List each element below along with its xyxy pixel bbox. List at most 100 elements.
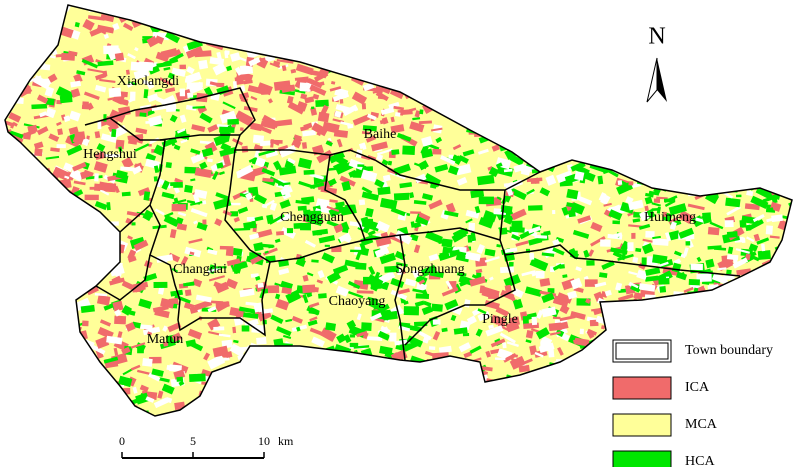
land-patch — [661, 322, 669, 329]
land-patch — [65, 381, 82, 387]
land-patch — [727, 407, 741, 415]
land-patch — [65, 350, 81, 363]
land-patch — [723, 297, 728, 306]
town-label: Songzhuang — [395, 262, 464, 277]
land-patch — [686, 112, 696, 123]
land-patch — [497, 89, 506, 95]
land-patch — [760, 275, 775, 284]
land-patch — [714, 107, 725, 113]
land-patch — [628, 30, 636, 39]
land-patch — [243, 37, 253, 42]
land-patch — [544, 17, 561, 26]
land-patch — [185, 289, 192, 296]
land-patch — [693, 29, 701, 36]
land-patch — [633, 170, 648, 175]
land-patch — [389, 333, 396, 342]
land-patch — [502, 49, 512, 55]
land-patch — [2, 271, 17, 279]
land-patch — [463, 13, 480, 22]
land-patch — [103, 243, 120, 253]
land-patch — [742, 38, 760, 51]
land-patch — [749, 104, 765, 116]
land-patch — [655, 320, 664, 328]
land-patch — [732, 299, 742, 306]
land-patch — [612, 11, 623, 18]
land-patch — [11, 270, 22, 279]
land-patch — [588, 8, 594, 12]
land-patch — [684, 59, 689, 65]
land-patch — [275, 0, 284, 6]
land-patch — [784, 302, 790, 308]
land-patch — [630, 400, 637, 409]
land-patch — [695, 127, 706, 135]
land-patch — [669, 310, 675, 317]
land-patch — [685, 137, 691, 145]
land-patch — [412, 8, 425, 17]
land-patch — [484, 126, 498, 135]
land-patch — [601, 382, 605, 385]
land-patch — [305, 351, 312, 358]
land-patch — [618, 8, 634, 19]
land-patch — [692, 179, 700, 185]
land-patch — [438, 239, 444, 244]
land-patch — [603, 108, 620, 115]
land-patch — [468, 98, 477, 101]
land-patch — [350, 398, 359, 408]
land-patch — [683, 108, 688, 113]
land-patch — [221, 412, 231, 422]
land-patch — [679, 356, 684, 364]
land-patch — [311, 396, 319, 400]
land-patch — [611, 79, 618, 87]
land-patch — [106, 0, 115, 6]
land-patch — [290, 356, 306, 367]
land-patch — [571, 358, 581, 363]
land-patch — [457, 404, 463, 410]
town-label: Xiaolangdi — [117, 74, 179, 89]
land-patch — [549, 12, 563, 23]
land-patch — [270, 403, 283, 413]
land-patch — [606, 48, 618, 57]
land-patch — [297, 34, 306, 40]
land-patch — [558, 122, 565, 126]
land-patch — [552, 134, 566, 143]
land-patch — [761, 97, 769, 106]
land-patch — [533, 28, 544, 34]
land-patch — [560, 381, 577, 396]
land-patch — [244, 388, 254, 393]
land-patch — [286, 399, 300, 405]
land-patch — [720, 160, 730, 167]
land-patch — [101, 389, 108, 394]
land-patch — [390, 73, 399, 77]
land-patch — [314, 57, 318, 65]
land-patch — [217, 404, 231, 413]
land-patch — [778, 62, 793, 73]
land-patch — [677, 302, 694, 311]
land-patch — [502, 412, 516, 421]
land-patch — [256, 7, 272, 15]
land-patch — [690, 134, 703, 142]
land-patch — [254, 0, 264, 9]
land-patch — [314, 415, 324, 420]
land-patch — [432, 149, 441, 155]
land-patch — [364, 382, 377, 389]
land-patch — [682, 68, 690, 76]
land-patch — [21, 354, 25, 358]
land-patch — [289, 369, 306, 379]
land-patch — [17, 207, 27, 214]
land-patch — [688, 405, 696, 415]
land-patch — [335, 379, 339, 383]
land-patch — [612, 220, 620, 224]
land-patch — [416, 52, 420, 57]
land-patch — [202, 14, 208, 20]
land-patch — [641, 1, 648, 9]
land-patch — [464, 110, 473, 119]
land-patch — [57, 336, 62, 339]
land-patch — [26, 362, 40, 368]
land-patch — [65, 221, 73, 230]
land-patch — [9, 57, 23, 67]
land-patch — [460, 97, 468, 102]
land-patch — [373, 383, 385, 394]
land-patch — [649, 114, 660, 125]
land-patch — [758, 20, 772, 27]
